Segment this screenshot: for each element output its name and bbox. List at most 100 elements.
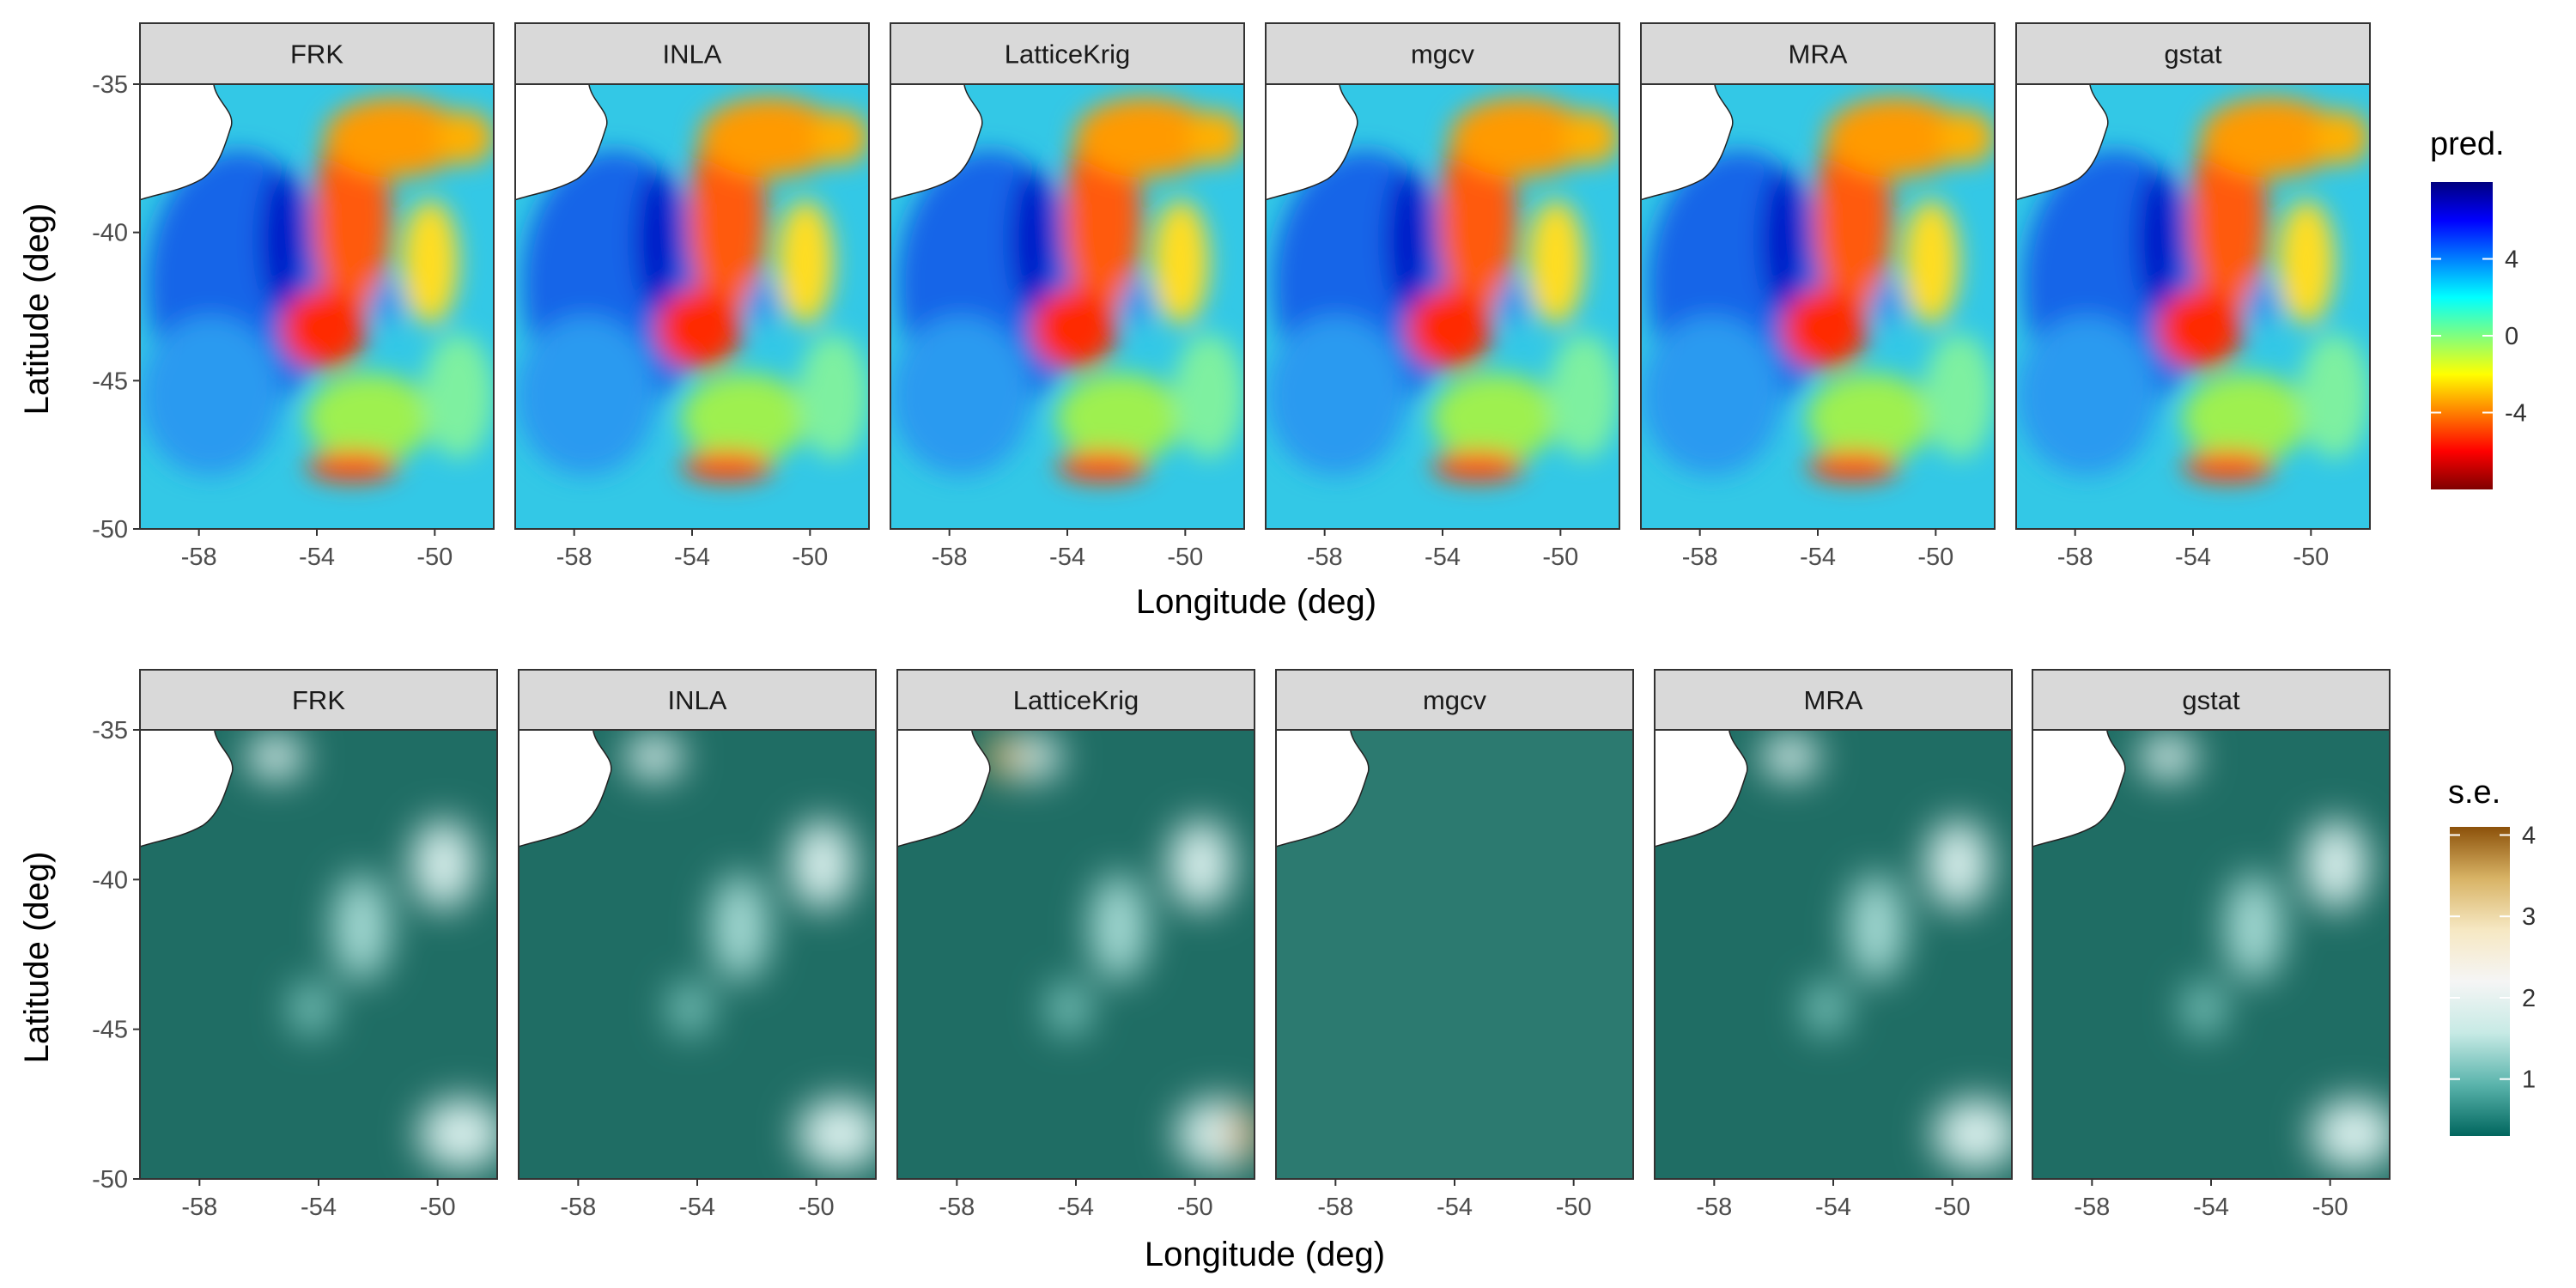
field-map — [1266, 84, 1619, 529]
facet-label: LatticeKrig — [1013, 685, 1139, 715]
land-mask — [1266, 84, 1358, 201]
y-axis-title-top: Latitude (deg) — [18, 204, 56, 416]
panel-gstat: gstat -58 -54 -50 — [2032, 669, 2391, 1221]
facet-strip — [1275, 669, 1634, 731]
y-tick-label: -40 — [92, 220, 128, 247]
x-tick-label: -50 — [2312, 1194, 2348, 1221]
field-map — [1641, 84, 1995, 529]
field-map — [2032, 730, 2390, 1179]
x-tick-label: -54 — [2175, 544, 2211, 571]
legend-se: 4 3 2 1 — [2450, 822, 2536, 1136]
x-tick-label: -50 — [799, 1194, 835, 1221]
facet-strip — [514, 22, 870, 85]
x-tick-label: -50 — [2293, 544, 2329, 571]
facet-label: INLA — [663, 39, 722, 70]
x-tick-label: -58 — [1696, 1194, 1732, 1221]
x-tick-label: -54 — [1800, 544, 1836, 571]
x-tick-label: -54 — [1058, 1194, 1094, 1221]
legend-pred: 4 0 -4 — [2431, 182, 2527, 489]
y-tick-label: -50 — [92, 516, 128, 544]
facet-strip — [2015, 22, 2371, 85]
facet-label: gstat — [2182, 685, 2240, 715]
x-tick-label: -54 — [1049, 544, 1085, 571]
field-map — [140, 84, 494, 529]
facet-label: gstat — [2164, 39, 2222, 70]
facet-strip — [2032, 669, 2391, 731]
x-tick-label: -50 — [416, 544, 453, 571]
x-tick-label: -58 — [2074, 1194, 2110, 1221]
facet-strip — [1640, 22, 1996, 85]
y-tick-label: -35 — [92, 71, 128, 99]
land-mask — [897, 730, 991, 848]
panel-latticekrig: LatticeKrig -58 -54 -50 — [890, 22, 1245, 571]
y-tick-label: -45 — [92, 1017, 128, 1044]
legend-colorbar — [2450, 827, 2510, 1136]
facet-label: FRK — [292, 685, 345, 715]
x-tick-label: -50 — [420, 1194, 456, 1221]
field-map — [140, 730, 497, 1179]
x-tick-label: -58 — [556, 544, 592, 571]
land-mask — [140, 84, 233, 201]
x-tick-label: -54 — [679, 1194, 715, 1221]
x-tick-label: -58 — [181, 1194, 217, 1221]
legend-tick-label: 4 — [2522, 822, 2536, 849]
facet-label: INLA — [668, 685, 727, 715]
y-tick-label: -35 — [92, 717, 128, 744]
y-tick-label: -45 — [92, 368, 128, 395]
x-tick-label: -58 — [939, 1194, 975, 1221]
field-map — [519, 730, 876, 1179]
x-tick-label: -50 — [1177, 1194, 1213, 1221]
x-tick-label: -58 — [181, 544, 217, 571]
field-map — [897, 730, 1255, 1179]
land-mask — [1276, 730, 1370, 848]
field-map — [2016, 84, 2370, 529]
y-tick-label: -40 — [92, 866, 128, 894]
legend-tick-label: 4 — [2505, 246, 2518, 274]
facet-label: MRA — [1804, 685, 1863, 715]
land-mask — [1655, 730, 1748, 848]
land-mask — [140, 730, 234, 848]
facet-label: LatticeKrig — [1005, 39, 1130, 70]
x-tick-label: -54 — [1437, 1194, 1473, 1221]
land-mask — [519, 730, 612, 848]
panel-latticekrig: LatticeKrig -58 -54 -50 — [896, 669, 1255, 1221]
field-map — [890, 84, 1244, 529]
legend-tick-label: -4 — [2505, 400, 2527, 428]
facet-strip — [1265, 22, 1620, 85]
panel-gstat: gstat -58 -54 -50 — [2015, 22, 2371, 571]
legend-title-se: s.e. — [2448, 775, 2500, 811]
land-mask — [515, 84, 608, 201]
facet-label: MRA — [1789, 39, 1848, 70]
x-tick-label: -58 — [560, 1194, 596, 1221]
x-tick-label: -58 — [1307, 544, 1343, 571]
x-tick-label: -50 — [1542, 544, 1578, 571]
legend-tick-label: 1 — [2522, 1066, 2536, 1094]
field-map — [515, 84, 869, 529]
legend-tick-label: 2 — [2522, 985, 2536, 1012]
facet-label: mgcv — [1423, 685, 1487, 715]
x-tick-label: -50 — [1917, 544, 1953, 571]
x-tick-label: -54 — [1425, 544, 1461, 571]
panel-frk: FRK -58 -54 -50 -35 -40 -45 -50 — [92, 22, 495, 571]
x-tick-label: -58 — [2057, 544, 2093, 571]
y-tick-label: -50 — [92, 1166, 128, 1194]
facet-label: mgcv — [1411, 39, 1475, 70]
panel-frk: FRK -58 -54 -50 -35 -40 -45 -50 — [92, 669, 498, 1221]
y-axis-title-bottom: Latitude (deg) — [18, 852, 56, 1064]
x-tick-label: -54 — [1815, 1194, 1851, 1221]
x-tick-label: -50 — [792, 544, 828, 571]
land-mask — [2016, 84, 2109, 201]
facet-label: FRK — [290, 39, 343, 70]
field-map — [1276, 730, 1633, 1179]
x-axis-title-top: Longitude (deg) — [1136, 583, 1376, 621]
panel-inla: INLA -58 -54 -50 — [518, 669, 877, 1221]
legend-tick-label: 0 — [2505, 323, 2518, 350]
land-mask — [1641, 84, 1734, 201]
x-tick-label: -50 — [1556, 1194, 1592, 1221]
panel-mgcv: mgcv -58 -54 -50 — [1275, 669, 1634, 1221]
x-tick-label: -58 — [1682, 544, 1718, 571]
x-tick-label: -54 — [299, 544, 335, 571]
x-tick-label: -54 — [674, 544, 710, 571]
